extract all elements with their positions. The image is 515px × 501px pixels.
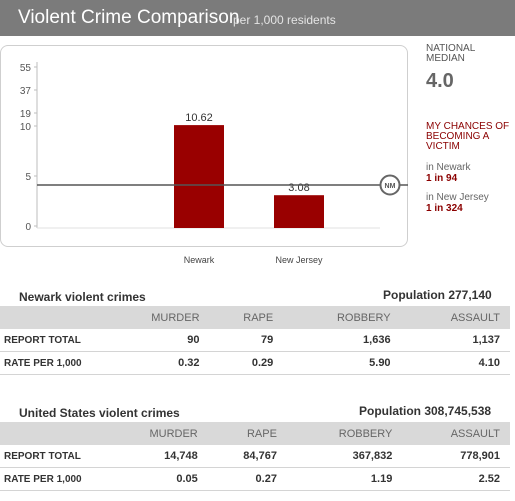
- table-cell: 5.90: [283, 351, 401, 375]
- table-row: RATE PER 1,000 0.05 0.27 1.19 2.52: [0, 467, 510, 491]
- column-header: ASSAULT: [402, 422, 510, 445]
- state-label: in New Jersey: [426, 192, 489, 203]
- row-label: RATE PER 1,000: [0, 467, 102, 491]
- column-header: ROBBERY: [286, 422, 403, 445]
- row-label: REPORT TOTAL: [0, 445, 102, 468]
- table-header-row: MURDER RAPE ROBBERY ASSAULT: [0, 422, 510, 445]
- bar: [174, 125, 224, 228]
- bar-chart: 0 5 10 19 37 55 10.62 Newark 3.08 New Jersey NM: [20, 62, 408, 265]
- column-header: [0, 422, 102, 445]
- column-header: RAPE: [209, 306, 284, 329]
- y-tick-label: 55: [20, 63, 32, 74]
- chances-heading-text: MY CHANCES OF BECOMING A VICTIM: [426, 121, 510, 152]
- table-cell: 0.27: [207, 467, 287, 491]
- y-tick-label: 19: [20, 109, 32, 120]
- table-cell: 84,767: [207, 445, 287, 468]
- table-cell: 1,137: [400, 329, 510, 352]
- bar-value-label: 10.62: [185, 112, 213, 124]
- crime-table-national: MURDER RAPE ROBBERY ASSAULT REPORT TOTAL…: [0, 422, 510, 491]
- page-subtitle: per 1,000 residents: [233, 13, 336, 27]
- table-cell: 778,901: [402, 445, 510, 468]
- row-label: RATE PER 1,000: [0, 351, 102, 375]
- bar-value-label: 3.08: [288, 182, 309, 194]
- column-header: [0, 306, 102, 329]
- table-cell: 2.52: [402, 467, 510, 491]
- table-cell: 90: [102, 329, 210, 352]
- column-header: ROBBERY: [283, 306, 401, 329]
- x-category-label: New Jersey: [275, 255, 323, 265]
- y-tick-label: 37: [20, 86, 32, 97]
- table-cell: 0.32: [102, 351, 210, 375]
- bar: [274, 195, 324, 228]
- x-category-label: Newark: [184, 255, 215, 265]
- table-header-row: MURDER RAPE ROBBERY ASSAULT: [0, 306, 510, 329]
- table-row: REPORT TOTAL 90 79 1,636 1,137: [0, 329, 510, 352]
- page-title: Violent Crime Comparison: [18, 7, 240, 28]
- population-national: Population 308,745,538: [359, 404, 492, 418]
- chances-heading: MY CHANCES OF BECOMING A VICTIM: [426, 122, 514, 152]
- column-header: RAPE: [207, 422, 287, 445]
- state-odds: 1 in 324: [426, 203, 463, 214]
- table-cell: 367,832: [286, 445, 403, 468]
- table-cell: 14,748: [102, 445, 208, 468]
- crime-table-city: MURDER RAPE ROBBERY ASSAULT REPORT TOTAL…: [0, 306, 510, 375]
- population-city: Population 277,140: [383, 288, 492, 302]
- table-title-city: Newark violent crimes: [19, 290, 146, 304]
- median-marker: [379, 174, 401, 196]
- table-cell: 1,636: [283, 329, 401, 352]
- national-median-label-text: NATIONAL MEDIAN: [426, 43, 475, 64]
- table-cell: 1.19: [286, 467, 403, 491]
- column-header: MURDER: [102, 422, 208, 445]
- table-title-national: United States violent crimes: [19, 406, 180, 420]
- table-cell: 79: [209, 329, 284, 352]
- y-tick-label: 0: [25, 222, 31, 233]
- table-cell: 0.29: [209, 351, 284, 375]
- table-cell: 0.05: [102, 467, 208, 491]
- table-cell: 4.10: [400, 351, 510, 375]
- row-label: REPORT TOTAL: [0, 329, 102, 352]
- national-median-label: NATIONAL MEDIAN: [426, 44, 488, 64]
- y-tick-label: 10: [20, 122, 32, 133]
- header-bar: Violent Crime Comparison per 1,000 resid…: [0, 0, 515, 36]
- median-marker-label: NM: [385, 183, 396, 190]
- y-tick-label: 5: [25, 172, 31, 183]
- table-row: RATE PER 1,000 0.32 0.29 5.90 4.10: [0, 351, 510, 375]
- national-median-value: 4.0: [426, 70, 454, 92]
- column-header: ASSAULT: [400, 306, 510, 329]
- table-row: REPORT TOTAL 14,748 84,767 367,832 778,9…: [0, 445, 510, 468]
- column-header: MURDER: [102, 306, 210, 329]
- city-label: in Newark: [426, 162, 471, 173]
- city-odds: 1 in 94: [426, 173, 458, 184]
